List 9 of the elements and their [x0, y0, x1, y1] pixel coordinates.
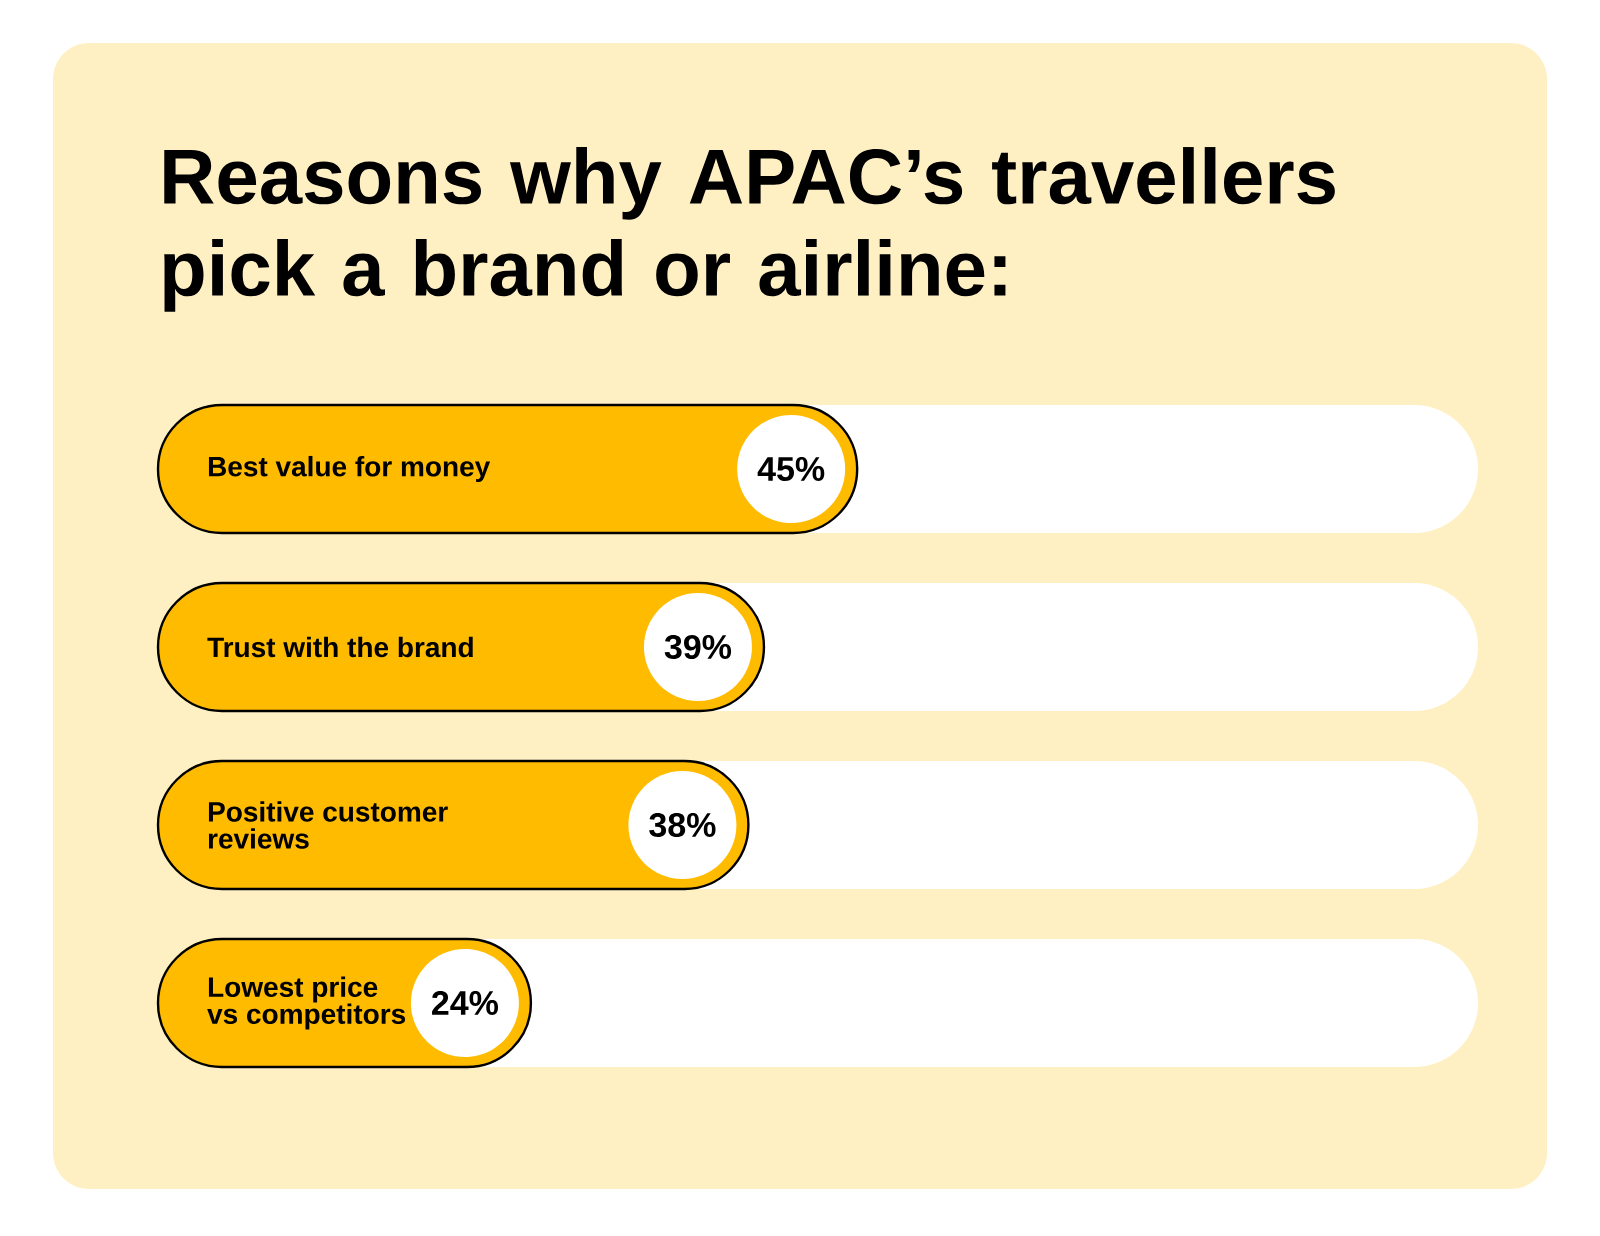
- data-label: 24%: [432, 990, 498, 1015]
- chart-title: Reasons why APAC’s travellers pick a brand or airline:: [164, 147, 1335, 312]
- y-tick-label: Lowest price vs competitors: [207, 976, 406, 1030]
- data-label: 45%: [757, 456, 825, 481]
- y-tick-label: Best value for money: [208, 455, 491, 483]
- y-tick-label: Trust with the brand: [207, 636, 473, 658]
- data-label: 39%: [664, 634, 732, 660]
- data-label: 38%: [649, 812, 716, 838]
- y-tick-label: Positive customer reviews: [208, 801, 448, 849]
